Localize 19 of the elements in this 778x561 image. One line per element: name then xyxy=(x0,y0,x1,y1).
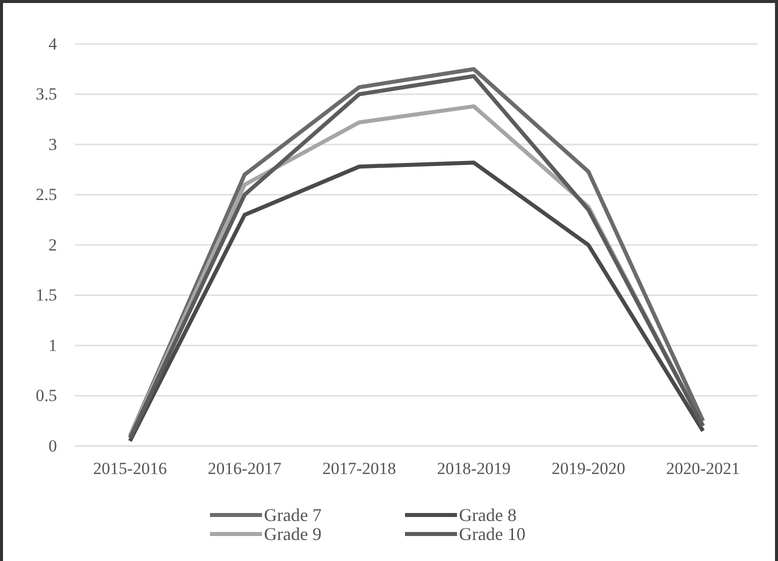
x-tick-label: 2019-2020 xyxy=(552,459,626,478)
y-tick-label: 2.5 xyxy=(36,185,57,204)
y-tick-label: 3.5 xyxy=(36,84,57,104)
x-tick-label: 2016-2017 xyxy=(208,459,282,478)
y-tick-label: 3 xyxy=(48,134,57,154)
y-tick-label: 2 xyxy=(48,235,57,254)
x-tick-label: 2018-2019 xyxy=(436,459,511,478)
x-tick-label: 2020-2021 xyxy=(666,459,740,478)
x-tick-label: 2015-2016 xyxy=(93,459,167,478)
y-tick-label: 4 xyxy=(48,34,58,54)
y-tick-label: 0 xyxy=(48,436,57,456)
y-tick-label: 0.5 xyxy=(36,386,57,406)
legend-label: Grade 7 xyxy=(264,505,322,525)
x-tick-label: 2017-2018 xyxy=(322,459,396,478)
y-tick-label: 1 xyxy=(48,336,57,355)
legend-label: Grade 8 xyxy=(459,505,516,525)
legend-label: Grade 10 xyxy=(459,524,526,544)
legend-label: Grade 9 xyxy=(264,524,322,544)
y-tick-label: 1.5 xyxy=(36,286,57,305)
